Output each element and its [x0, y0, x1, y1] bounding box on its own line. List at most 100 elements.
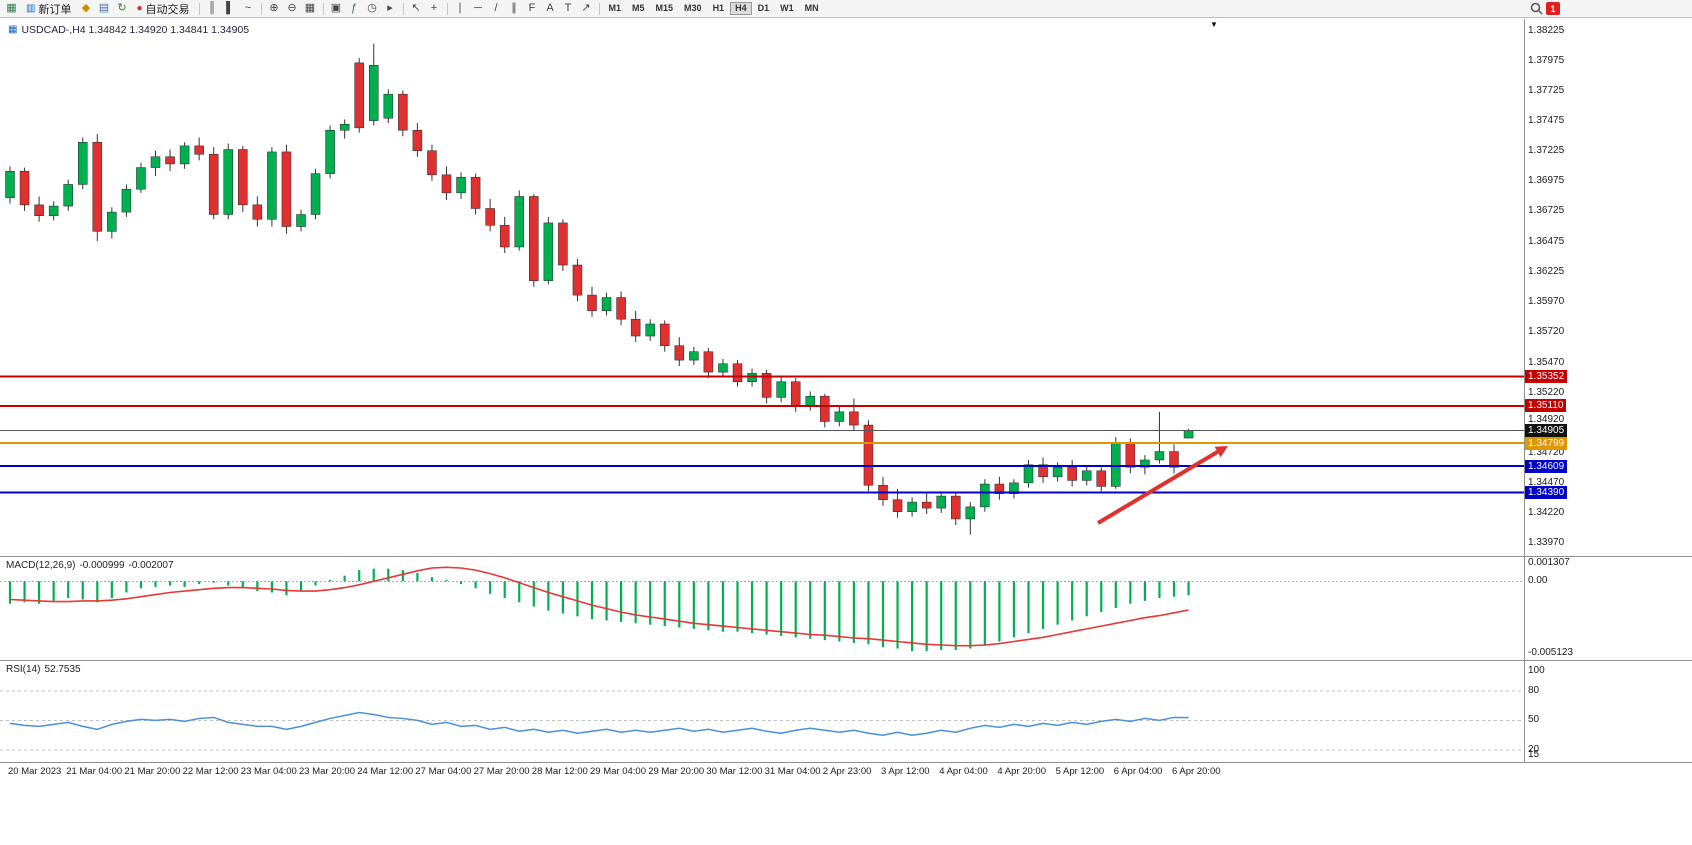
bar-chart-icon[interactable]: ║ — [208, 2, 216, 14]
auto-arrange-icon[interactable]: ▣ — [330, 2, 342, 14]
time-axis-label: 29 Mar 04:00 — [590, 766, 646, 777]
vertical-line-icon[interactable]: ∣ — [457, 2, 463, 14]
price-axis-label: 1.36975 — [1528, 175, 1565, 187]
macd-name: MACD(12,26,9) — [6, 560, 76, 571]
macd-scale-label: 0.001307 — [1528, 557, 1570, 568]
panel-resize-handle[interactable] — [0, 762, 1692, 763]
rsi-scale-label: 80 — [1528, 684, 1540, 696]
macd-indicator-panel[interactable] — [0, 557, 1524, 660]
ask-price-label: 1.34920 — [1528, 413, 1565, 425]
label-tool-icon[interactable]: T — [564, 2, 572, 14]
chart-dropdown-caret[interactable]: ▼ — [1210, 20, 1218, 29]
panel-resize-handle[interactable] — [0, 556, 1692, 557]
rsi-line — [9, 711, 1189, 736]
notification-badge[interactable]: 1 — [1546, 2, 1560, 15]
price-axis-border — [1524, 19, 1525, 762]
print-icon[interactable]: ▤ — [98, 2, 110, 14]
chart-shift-icon[interactable]: ▸ — [387, 2, 393, 14]
time-axis-label: 30 Mar 12:00 — [706, 766, 763, 777]
line-chart-icon[interactable]: ~ — [244, 2, 252, 14]
price-axis-label: 1.33970 — [1528, 536, 1565, 548]
indicators-icon[interactable]: ƒ — [350, 2, 358, 14]
arrow-object-head[interactable] — [1214, 446, 1228, 458]
timeframe-W1[interactable]: W1 — [780, 3, 794, 13]
macd-signal-line — [9, 566, 1189, 647]
price-axis-label: 1.37225 — [1528, 145, 1565, 157]
macd-scale-label: -0.005123 — [1528, 647, 1574, 659]
time-axis-label: 21 Mar 04:00 — [66, 766, 123, 777]
equidistant-channel-icon[interactable]: ∥ — [511, 2, 517, 14]
timeframe-D1[interactable]: D1 — [757, 3, 770, 13]
fibonacci-icon[interactable]: F — [528, 2, 536, 14]
timeframe-H4[interactable]: H4 — [730, 2, 752, 15]
new-chart-icon[interactable]: ▦ — [6, 2, 17, 14]
toolbar-separator — [402, 2, 404, 15]
trendline-icon[interactable]: / — [494, 2, 498, 14]
price-axis-label: 1.37475 — [1528, 115, 1565, 127]
rsi-indicator-panel[interactable] — [0, 661, 1524, 762]
macd-value: -0.000999 — [79, 560, 125, 571]
market-watch-icon[interactable]: ◆ — [81, 2, 91, 14]
rsi-scale-label: 20 — [1528, 744, 1540, 756]
price-axis-label: 1.35220 — [1528, 386, 1565, 398]
time-axis-label: 21 Mar 20:00 — [124, 766, 181, 777]
hline-price-label: 1.35352 — [1525, 370, 1568, 384]
text-tool-icon[interactable]: A — [546, 2, 554, 14]
panel-resize-handle[interactable] — [0, 660, 1692, 661]
autotrade-button-icon: ● — [136, 3, 143, 14]
macd-signal-value: -0.002007 — [128, 560, 174, 571]
price-axis-label: 1.36225 — [1528, 265, 1565, 277]
toolbar-separator — [322, 2, 324, 15]
rsi-name: RSI(14) — [6, 664, 41, 675]
toolbar-separator — [198, 2, 200, 15]
time-axis-label: 2 Apr 23:00 — [822, 766, 872, 777]
new-order-button-icon: ▥ — [26, 3, 36, 14]
horizontal-line-icon[interactable]: ─ — [474, 2, 482, 14]
autotrade-button[interactable]: ● 自动交易 — [131, 1, 194, 16]
time-axis-label: 23 Mar 04:00 — [240, 766, 297, 777]
time-axis-label: 6 Apr 04:00 — [1113, 766, 1163, 777]
arrow-object[interactable] — [1096, 449, 1221, 525]
zoom-in-icon[interactable]: ⊕ — [269, 2, 279, 14]
price-axis-label: 1.37725 — [1528, 85, 1565, 97]
timeframe-MN[interactable]: MN — [804, 3, 819, 13]
cursor-icon[interactable]: ↖ — [411, 2, 421, 14]
toolbar: ▦ ▥ 新订单 ◆ ▤ ↻ ● 自动交易 ║ ▌ ~ ⊕ ⊖ ▦ ▣ ƒ ◷ ▸ ↖ + ∣ ─ / ∥ F A T ↗ M1 M5 M15… — [0, 0, 1692, 18]
refresh-icon[interactable]: ↻ — [117, 2, 127, 14]
new-order-button-label: 新订单 — [38, 3, 72, 16]
timeframe-M15[interactable]: M15 — [655, 3, 674, 13]
price-axis-label: 1.34470 — [1528, 476, 1565, 488]
search-icon[interactable] — [1528, 1, 1545, 16]
crosshair-icon[interactable]: + — [430, 2, 438, 14]
price-axis-label: 1.38225 — [1528, 25, 1565, 36]
candles — [5, 43, 1194, 535]
timeframe-M30[interactable]: M30 — [684, 3, 702, 13]
arrows-tool-icon[interactable]: ↗ — [581, 2, 591, 14]
time-axis-label: 22 Mar 12:00 — [182, 766, 239, 777]
time-axis-label: 29 Mar 20:00 — [648, 766, 705, 777]
toolbar-separator — [260, 2, 262, 15]
chart-icon: ▦ — [8, 24, 18, 35]
tile-windows-icon[interactable]: ▦ — [304, 2, 316, 14]
candlestick-chart-icon[interactable]: ▌ — [226, 2, 234, 14]
time-axis-label: 31 Mar 04:00 — [764, 766, 821, 777]
timeframe-M5[interactable]: M5 — [632, 3, 645, 13]
time-axis-label: 4 Apr 20:00 — [997, 766, 1046, 777]
candlestick-chart[interactable] — [0, 19, 1524, 556]
price-axis-label: 1.35720 — [1528, 326, 1565, 338]
time-axis-label: 6 Apr 20:00 — [1172, 766, 1221, 777]
chart-symbol-title: ▦ USDCAD-,H4 1.34842 1.34920 1.34841 1.3… — [8, 24, 249, 36]
time-axis-label: 28 Mar 12:00 — [531, 766, 588, 777]
timeframe-M1[interactable]: M1 — [608, 3, 622, 13]
hline-price-label: 1.35110 — [1525, 399, 1567, 413]
rsi-scale-label: 15 — [1528, 749, 1540, 760]
price-axis-label: 1.37975 — [1528, 55, 1565, 67]
timeframe-H1[interactable]: H1 — [712, 3, 725, 13]
period-icon[interactable]: ◷ — [367, 2, 377, 14]
rsi-scale-label: 50 — [1528, 714, 1540, 726]
price-axis-label: 1.35970 — [1528, 296, 1565, 308]
zoom-out-icon[interactable]: ⊖ — [287, 2, 297, 14]
new-order-button[interactable]: ▥ 新订单 — [21, 1, 76, 16]
macd-scale-label: 0.00 — [1528, 575, 1548, 587]
